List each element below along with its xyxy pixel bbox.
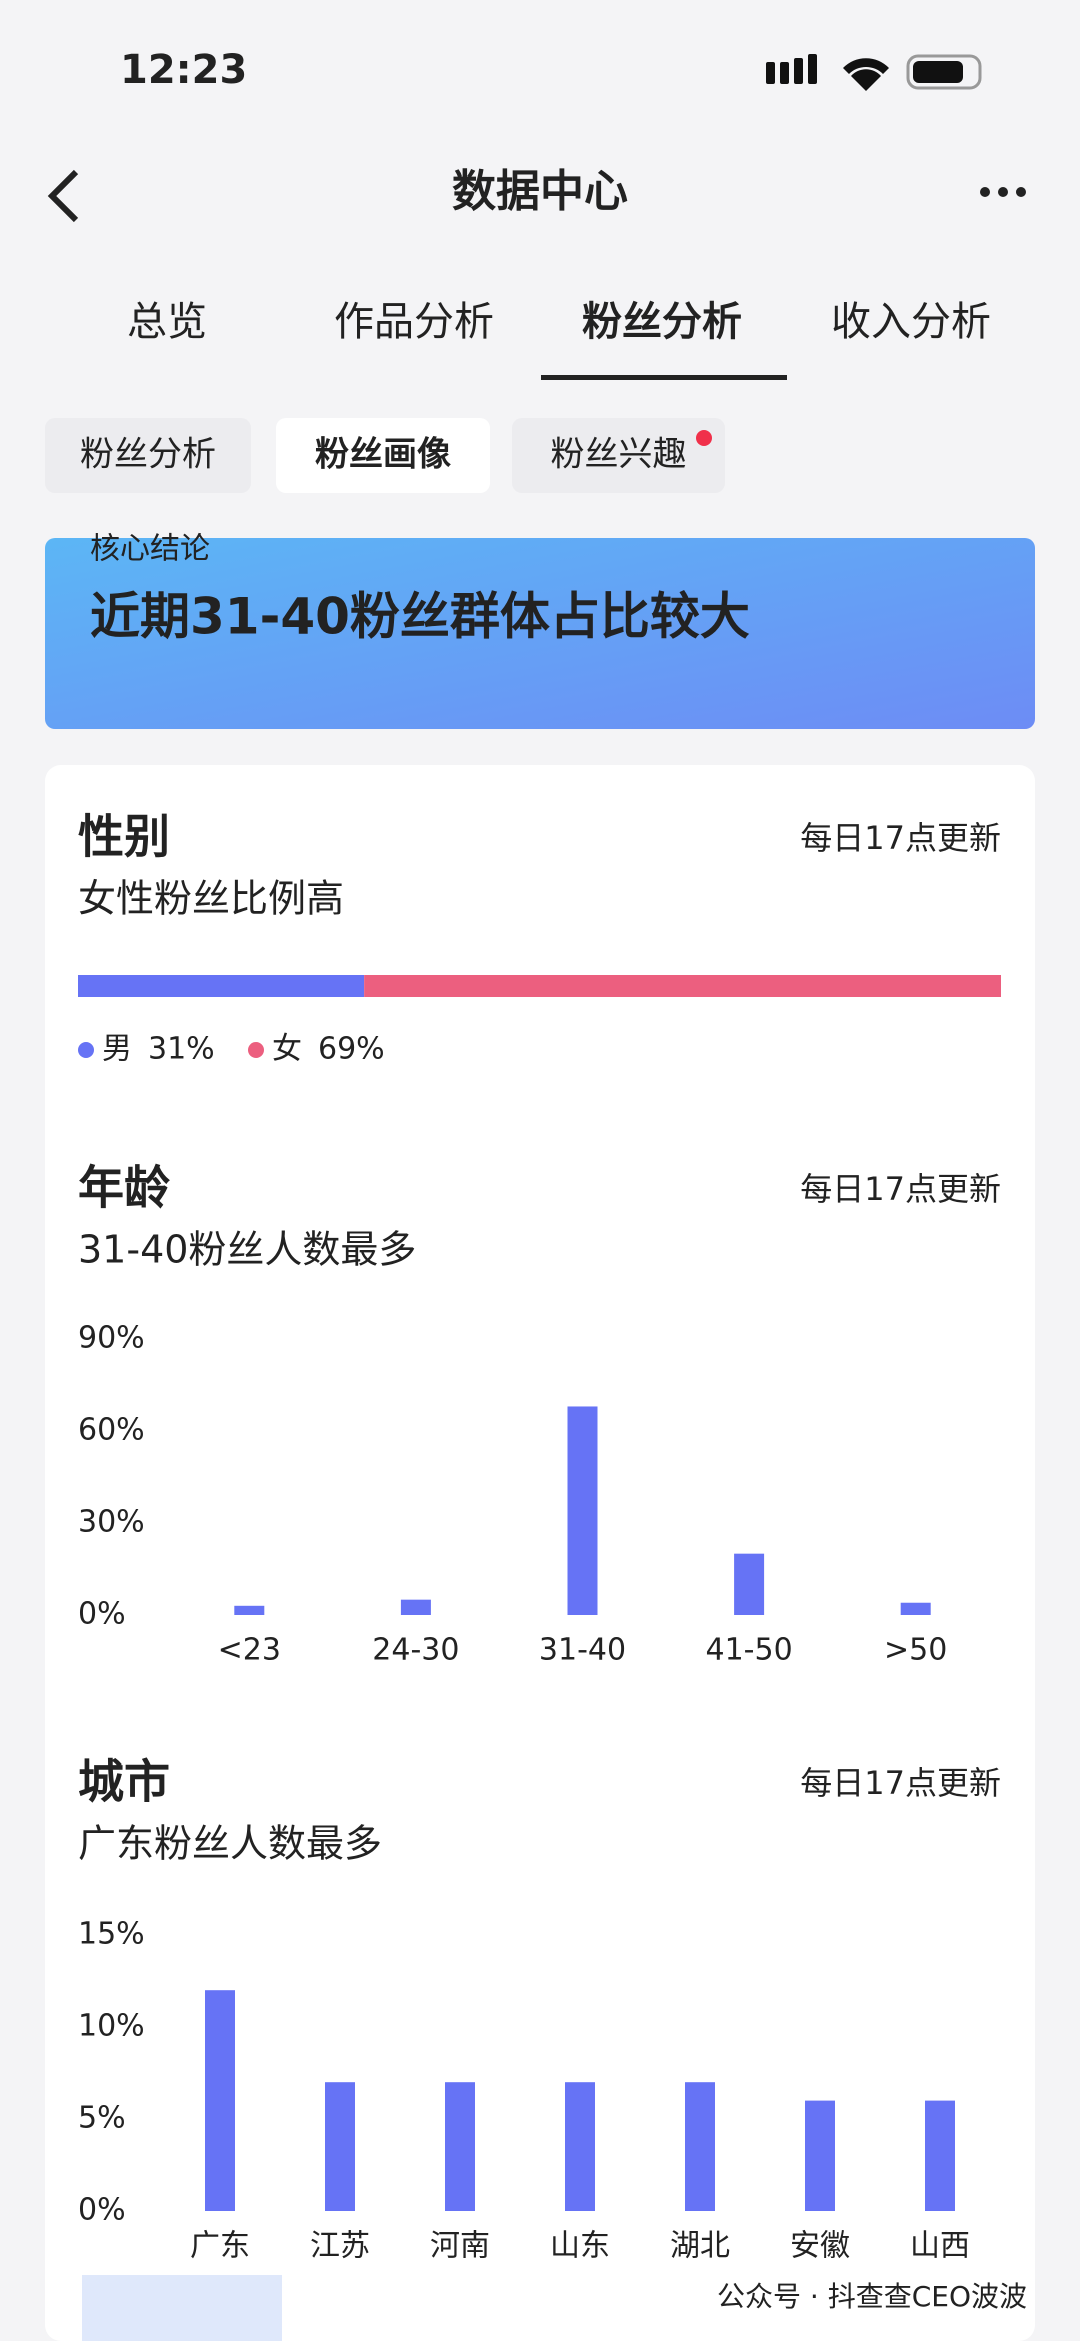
x-tick-label: 安徽	[790, 2229, 850, 2264]
bar	[565, 2082, 595, 2211]
sub-tab[interactable]: 粉丝分析	[80, 435, 216, 475]
section-title: 城市	[78, 1755, 170, 1809]
y-tick-label: 0%	[78, 2193, 126, 2228]
legend-dot	[248, 1042, 264, 1058]
more-button[interactable]	[980, 187, 1026, 197]
section-title: 性别	[78, 810, 170, 864]
legend-name: 男	[102, 1032, 132, 1067]
tab[interactable]: 粉丝分析	[582, 299, 742, 345]
status-icons	[766, 54, 982, 91]
x-tick-label: 山东	[550, 2229, 610, 2264]
banner-label: 核心结论	[90, 532, 210, 567]
x-tick-label: 广东	[190, 2229, 250, 2264]
y-tick-label: 5%	[78, 2101, 126, 2136]
tab[interactable]: 收入分析	[831, 299, 991, 345]
section-subtitle: 广东粉丝人数最多	[78, 1822, 382, 1866]
x-tick-label: 山西	[910, 2229, 970, 2264]
section-title: 年龄	[78, 1161, 170, 1215]
sub-tab[interactable]: 粉丝画像	[315, 435, 451, 475]
bar	[567, 1406, 598, 1615]
legend-dot	[78, 1042, 94, 1058]
banner	[45, 538, 1035, 729]
update-note: 每日17点更新	[800, 1170, 1001, 1208]
x-tick-label: 河南	[430, 2229, 490, 2264]
x-tick-label: 湖北	[670, 2229, 730, 2264]
y-tick-label: 10%	[78, 2009, 145, 2044]
bar	[925, 2100, 955, 2211]
x-tick-label: 41-50	[706, 1633, 793, 1668]
bar	[805, 2100, 835, 2211]
tab-indicator	[541, 375, 787, 380]
y-tick-label: 30%	[78, 1505, 145, 1540]
legend-name: 女	[272, 1032, 302, 1067]
sub-tab-bg	[276, 418, 490, 493]
x-tick-label: 江苏	[310, 2229, 370, 2264]
section-subtitle: 女性粉丝比例高	[78, 877, 344, 921]
legend-value: 31%	[148, 1032, 215, 1067]
card	[45, 765, 1035, 2341]
tab[interactable]: 总览	[127, 299, 207, 345]
bar	[234, 1605, 265, 1615]
chart-preview	[82, 2275, 282, 2341]
bar	[734, 1553, 765, 1615]
time: 12:23	[120, 47, 247, 93]
bar	[205, 1990, 235, 2211]
gender-bar	[364, 975, 1001, 997]
bar	[685, 2082, 715, 2211]
gender-bar	[78, 975, 365, 997]
update-note: 每日17点更新	[800, 819, 1001, 857]
update-note: 每日17点更新	[800, 1764, 1001, 1802]
y-tick-label: 90%	[78, 1321, 145, 1356]
sub-tab[interactable]: 粉丝兴趣	[551, 435, 687, 475]
y-tick-label: 0%	[78, 1597, 126, 1632]
bar	[400, 1599, 431, 1615]
bar	[445, 2082, 475, 2211]
x-tick-label: 24-30	[372, 1633, 459, 1668]
back-button[interactable]	[47, 169, 79, 223]
badge	[696, 430, 712, 446]
x-tick-label: >50	[884, 1633, 947, 1668]
banner-text: 近期31-40粉丝群体占比较大	[90, 588, 750, 646]
watermark: 公众号 · 抖查查CEO波波	[717, 2280, 1027, 2313]
bar	[325, 2082, 355, 2211]
sub-tab-bg	[45, 418, 251, 493]
legend-value: 69%	[318, 1032, 385, 1067]
y-tick-label: 15%	[78, 1917, 145, 1952]
tab[interactable]: 作品分析	[334, 299, 494, 345]
x-tick-label: <23	[218, 1633, 281, 1668]
section-subtitle: 31-40粉丝人数最多	[78, 1228, 416, 1272]
page-title: 数据中心	[452, 166, 628, 217]
bar	[900, 1602, 931, 1615]
sub-tab-bg	[512, 418, 725, 493]
x-tick-label: 31-40	[539, 1633, 626, 1668]
y-tick-label: 60%	[78, 1413, 145, 1448]
